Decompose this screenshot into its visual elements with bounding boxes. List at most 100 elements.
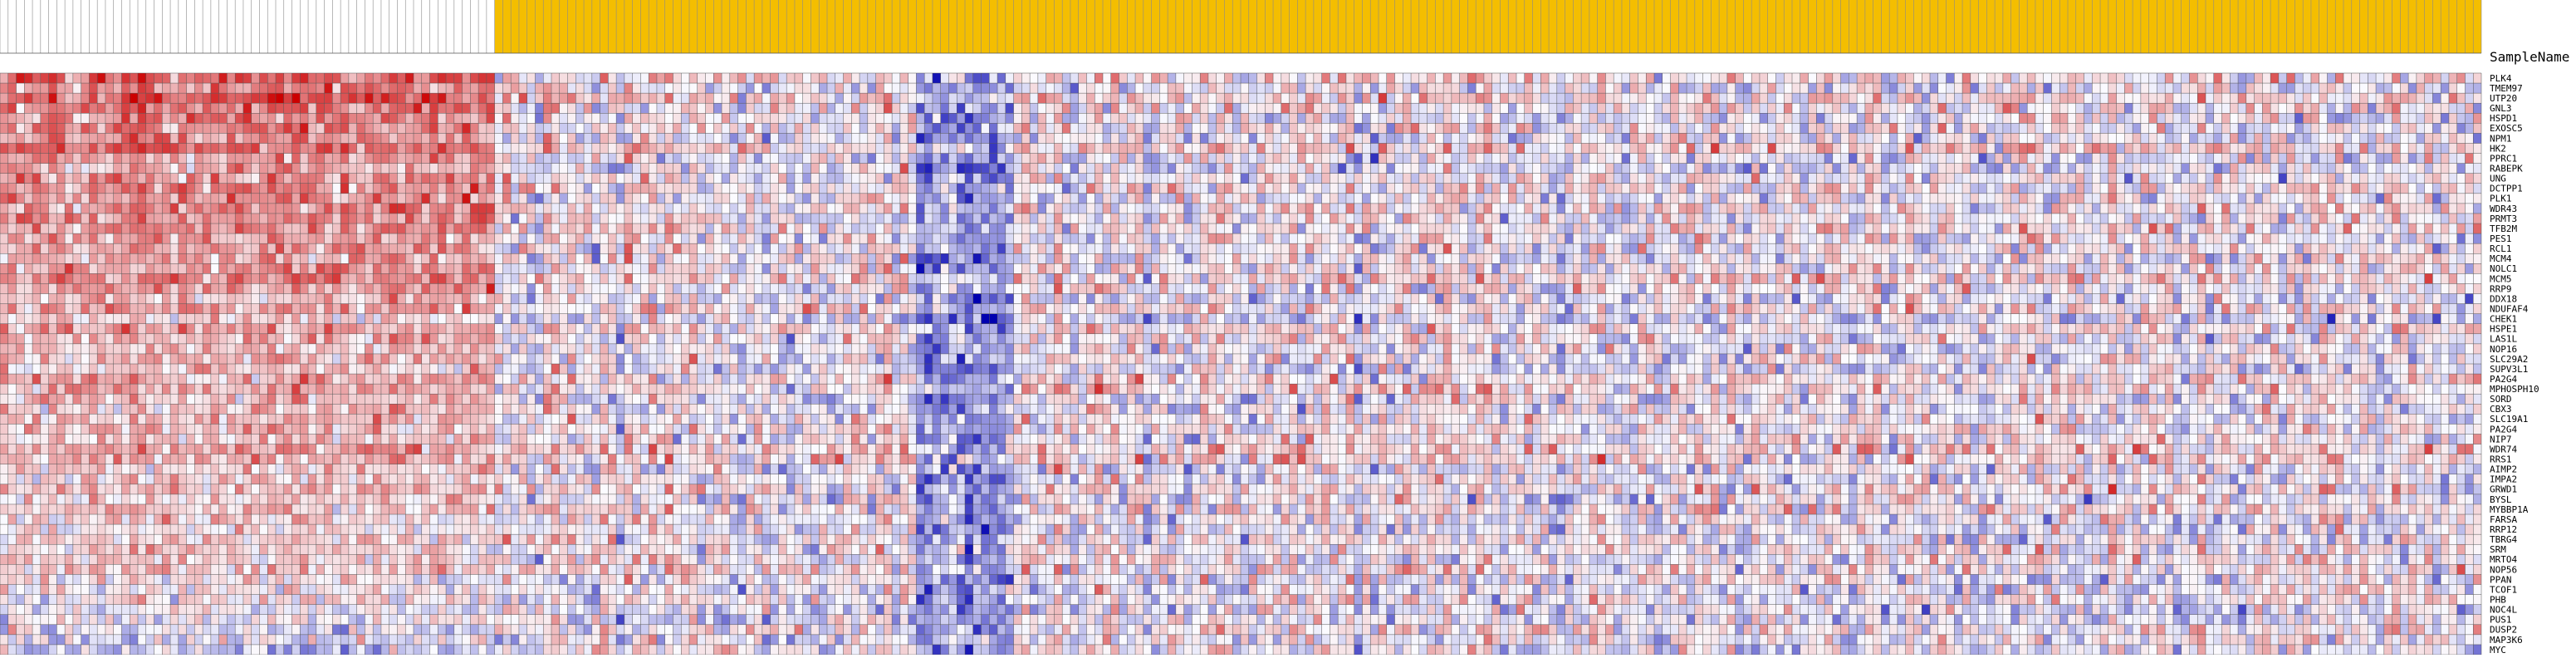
heatmap-cell (1865, 123, 1873, 133)
heatmap-cell (1500, 103, 1508, 113)
heatmap-cell (308, 204, 316, 214)
heatmap-cell (2003, 133, 2011, 143)
heatmap-cell (2343, 164, 2352, 174)
heatmap-cell (121, 133, 130, 143)
heatmap-cell (1589, 133, 1598, 143)
heatmap-cell (1979, 123, 1987, 133)
heatmap-cell (795, 204, 803, 214)
heatmap-cell (973, 204, 982, 214)
heatmap-cell (1273, 73, 1281, 83)
heatmap-cell (1540, 133, 1549, 143)
heatmap-cell (1200, 143, 1208, 153)
heatmap-cell (146, 103, 154, 113)
heatmap-cell (2425, 184, 2433, 194)
heatmap-cell (948, 123, 957, 133)
heatmap-cell (2360, 83, 2368, 93)
heatmap-cell (649, 143, 657, 153)
heatmap-cell (633, 143, 641, 153)
heatmap-cell (2173, 103, 2182, 113)
heatmap-cell (1290, 143, 1298, 153)
heatmap-cell (1428, 93, 1436, 103)
heatmap-cell (1589, 83, 1598, 93)
heatmap-cell (1492, 194, 1501, 204)
heatmap-cell (1395, 73, 1403, 83)
heatmap-cell (1476, 143, 1484, 153)
heatmap-cell (2417, 103, 2425, 113)
heatmap-cell (1986, 204, 1995, 214)
heatmap-cell (519, 103, 527, 113)
heatmap-cell (2027, 73, 2035, 83)
heatmap-cell (32, 223, 41, 233)
heatmap-cell (762, 223, 771, 233)
heatmap-cell (551, 214, 560, 223)
heatmap-cell (422, 223, 430, 233)
heatmap-cell (2084, 93, 2093, 103)
heatmap-cell (535, 174, 543, 184)
heatmap-cell (1889, 154, 1898, 164)
heatmap-cell (284, 204, 292, 214)
heatmap-cell (575, 154, 584, 164)
heatmap-cell (1281, 194, 1290, 204)
heatmap-cell (1021, 154, 1030, 164)
heatmap-cell (535, 123, 543, 133)
heatmap-cell (73, 103, 81, 113)
heatmap-cell (1622, 113, 1630, 123)
heatmap-cell (154, 214, 163, 223)
heatmap-cell (2335, 214, 2343, 223)
heatmap-cell (276, 184, 284, 194)
heatmap-cell (2019, 204, 2027, 214)
heatmap-cell (1906, 73, 1914, 83)
heatmap-cell (300, 214, 308, 223)
heatmap-cell (1913, 204, 1922, 214)
heatmap-cell (1954, 103, 1962, 113)
heatmap-cell (121, 123, 130, 133)
heatmap-cell (430, 143, 438, 153)
heatmap-cell (187, 164, 195, 174)
heatmap-cell (1370, 214, 1379, 223)
heatmap-cell (2303, 113, 2311, 123)
heatmap-cell (2068, 93, 2076, 103)
heatmap-cell (2182, 113, 2190, 123)
heatmap-cell (1435, 184, 1443, 194)
heatmap-cell (1176, 83, 1184, 93)
heatmap-cell (689, 103, 698, 113)
heatmap-cell (1638, 154, 1646, 164)
heatmap-cell (1281, 113, 1290, 123)
heatmap-cell (1062, 204, 1070, 214)
heatmap-cell (1938, 164, 1947, 174)
heatmap-cell (65, 154, 73, 164)
heatmap-cell (1663, 174, 1671, 184)
heatmap-cell (1727, 154, 1736, 164)
heatmap-cell (1038, 154, 1046, 164)
heatmap-cell (2425, 93, 2433, 103)
heatmap-cell (754, 143, 762, 153)
heatmap-cell (1678, 174, 1687, 184)
heatmap-cell (316, 194, 325, 204)
heatmap-cell (0, 164, 8, 174)
heatmap-cell (2417, 73, 2425, 83)
heatmap-cell (1403, 194, 1411, 204)
heatmap-cell (738, 204, 747, 214)
heatmap-cell (121, 194, 130, 204)
heatmap-cell (97, 143, 105, 153)
heatmap-cell (430, 113, 438, 123)
heatmap-cell (1809, 103, 1817, 113)
heatmap-cell (2019, 83, 2027, 93)
heatmap-cell (519, 154, 527, 164)
heatmap-cell (786, 164, 795, 174)
heatmap-cell (819, 164, 827, 174)
heatmap-cell (1841, 143, 1849, 153)
heatmap-cell (187, 113, 195, 123)
heatmap-cell (1646, 154, 1654, 164)
heatmap-cell (1492, 143, 1501, 153)
heatmap-cell (608, 154, 616, 164)
heatmap-cell (795, 123, 803, 133)
heatmap-cell (1646, 194, 1654, 204)
heatmap-cell (2270, 103, 2279, 113)
heatmap-cell (373, 223, 381, 233)
heatmap-cell (706, 154, 714, 164)
heatmap-cell (397, 133, 405, 143)
heatmap-cell (2206, 154, 2214, 164)
heatmap-cell (1687, 73, 1695, 83)
heatmap-cell (56, 103, 65, 113)
